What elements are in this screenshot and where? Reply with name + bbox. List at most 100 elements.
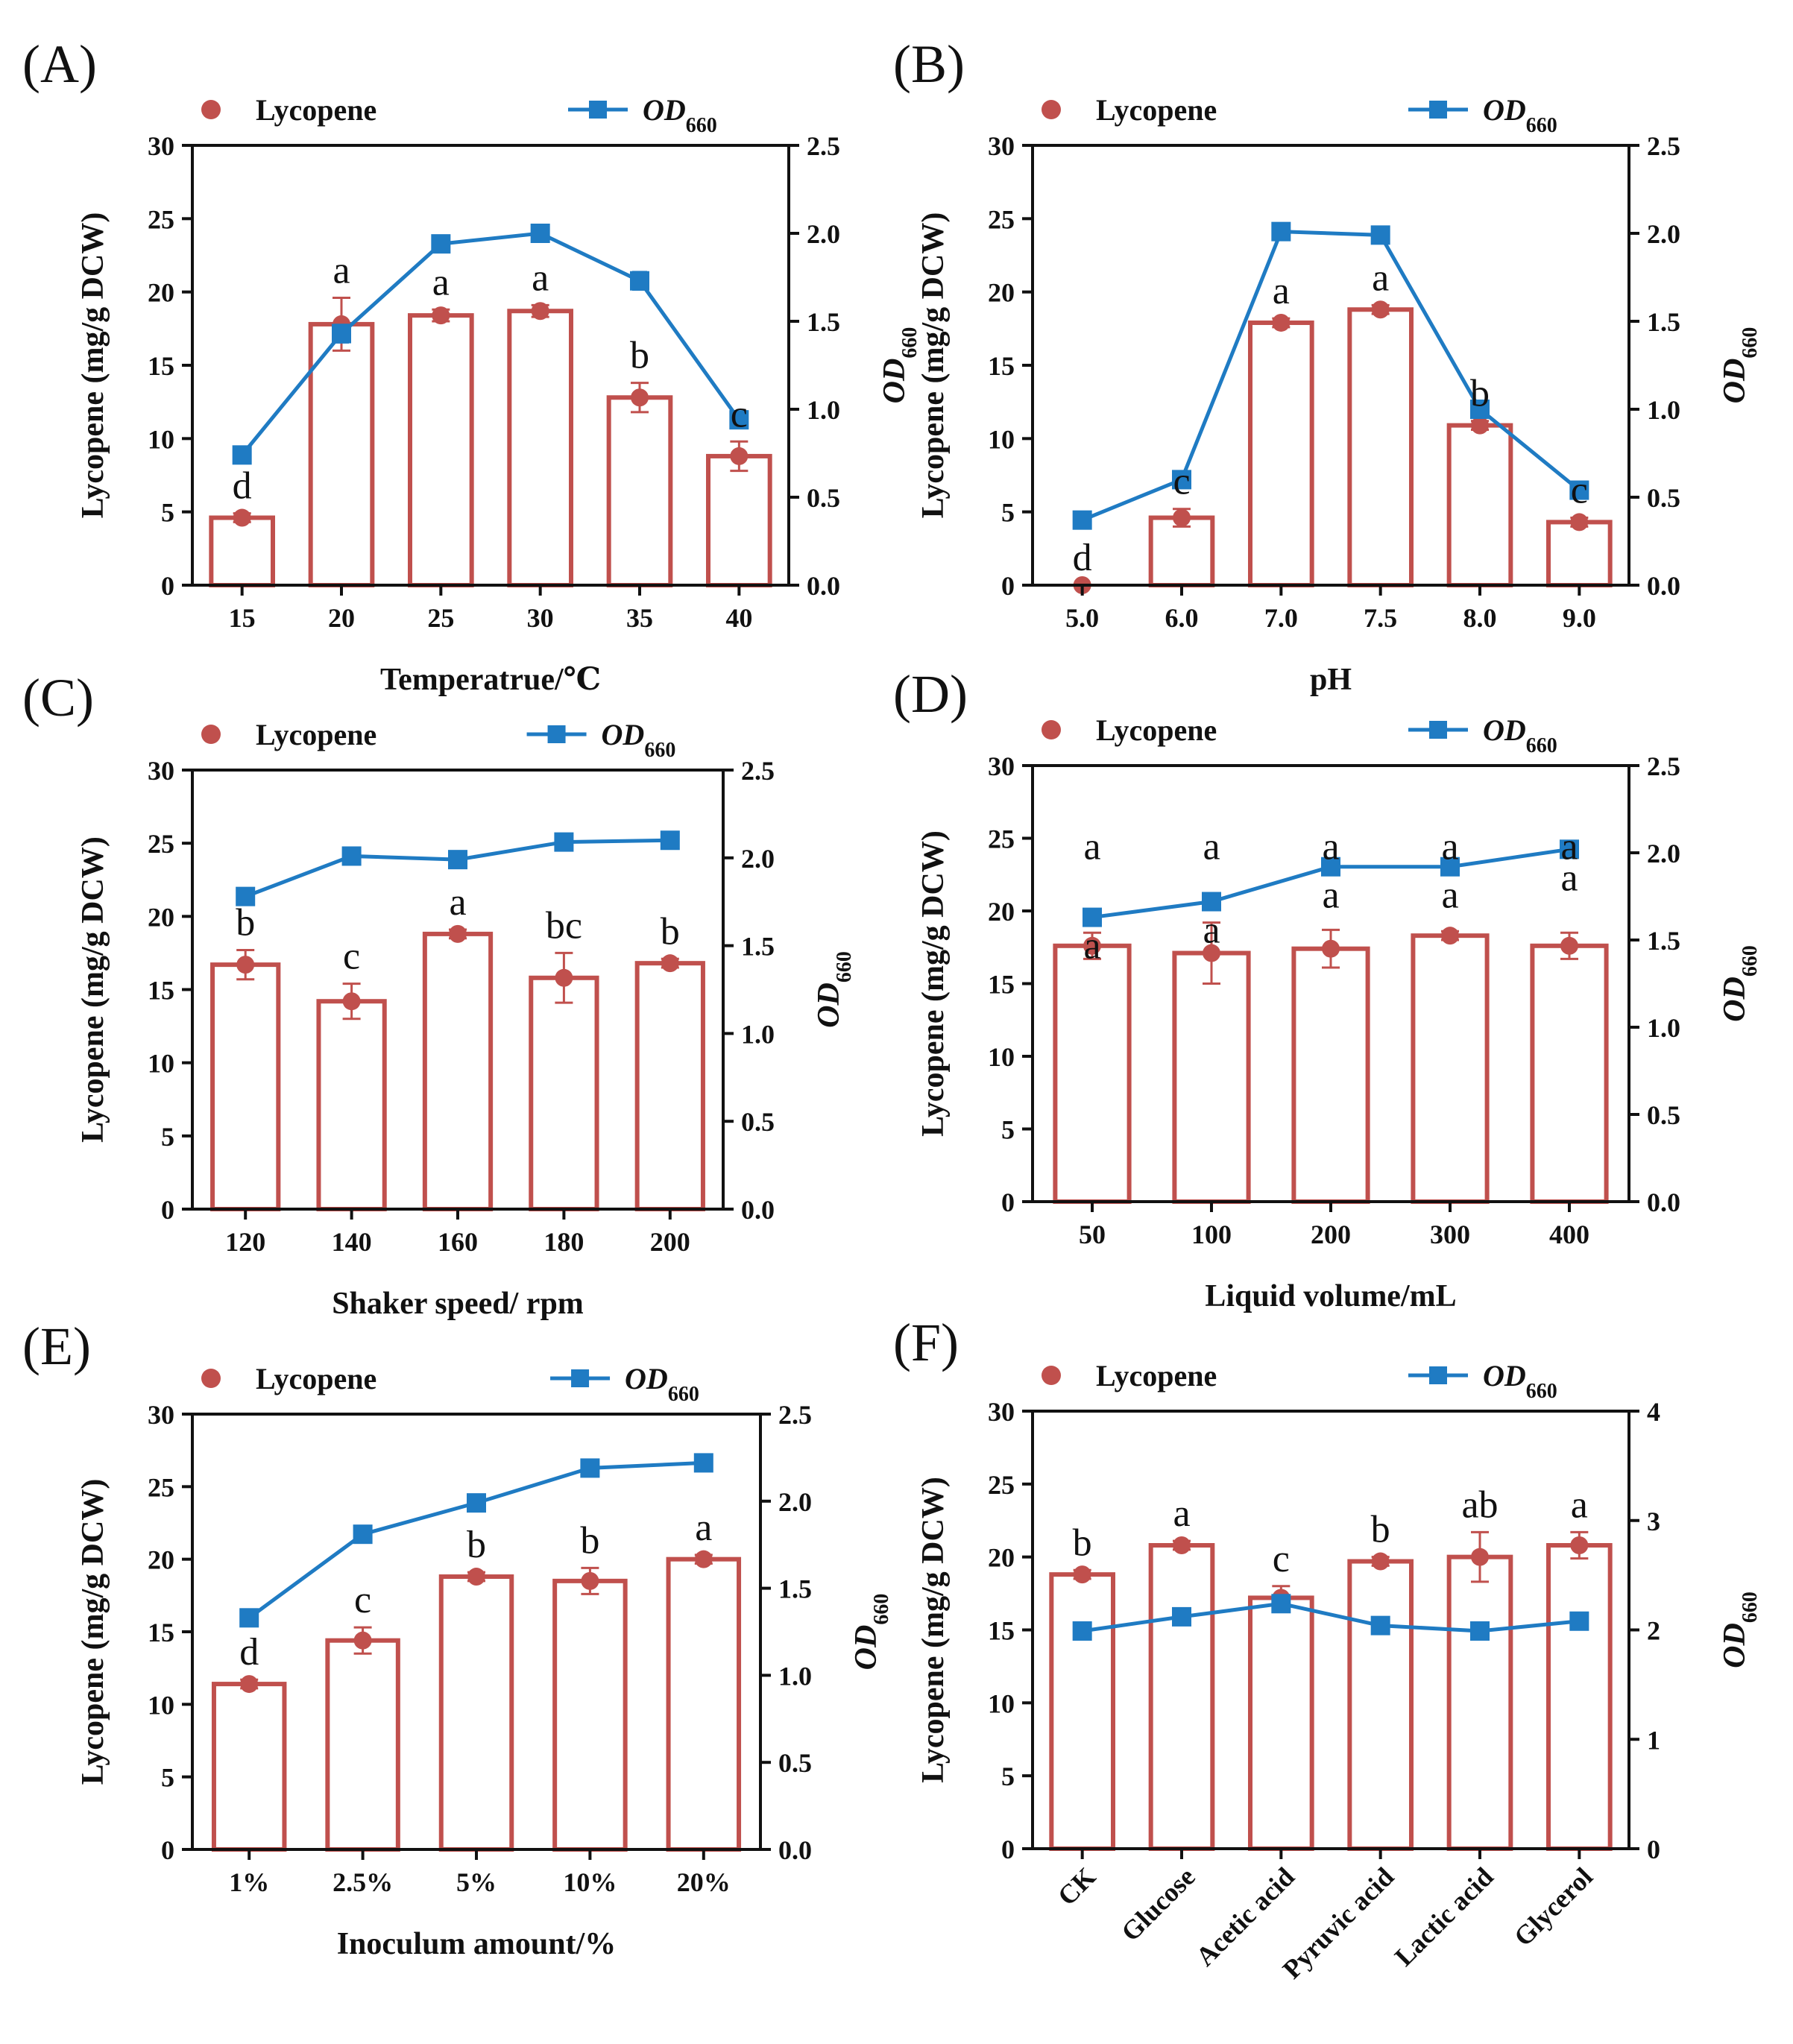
- right-tick-label: 1: [1647, 1725, 1660, 1755]
- legend-od-marker: [547, 725, 566, 743]
- legend-lycopene-marker: [201, 725, 221, 744]
- x-tick-label: 5.0: [1065, 603, 1099, 633]
- x-axis-title: Inoculum amount/%: [337, 1927, 617, 1961]
- lycopene-point: [1173, 1536, 1191, 1555]
- x-tick-label: 9.0: [1563, 603, 1596, 633]
- left-tick-label: 30: [988, 751, 1015, 781]
- lycopene-point: [555, 968, 573, 987]
- lycopene-point: [1173, 508, 1191, 527]
- significance-letter: c: [731, 393, 748, 435]
- od-point: [1271, 221, 1291, 242]
- x-axis-title: Liquid volume/mL: [1205, 1279, 1456, 1313]
- od-line: [1081, 230, 1581, 522]
- bar: [1172, 950, 1251, 1205]
- left-tick-label: 5: [161, 1763, 174, 1793]
- significance-letter: a: [532, 256, 549, 299]
- x-tick-label: 7.5: [1364, 603, 1397, 633]
- legend-lycopene-marker: [201, 100, 221, 119]
- left-tick-label: 5: [1001, 1761, 1015, 1791]
- od-point: [580, 1458, 600, 1478]
- legend-od-subscript: 660: [1526, 1380, 1557, 1403]
- od-point: [353, 1524, 373, 1545]
- right-tick-label: 1.5: [741, 932, 775, 962]
- x-tick-label: 7.0: [1264, 603, 1298, 633]
- right-tick-label: 1.0: [778, 1661, 812, 1691]
- legend-od-label: OD660: [602, 718, 676, 762]
- right-tick-label: 2.0: [741, 844, 775, 874]
- right-tick-label: 1.0: [1647, 1013, 1680, 1043]
- left-axis-title: Lycopene (mg/g DCW): [916, 830, 951, 1137]
- right-tick-label: 0.5: [1647, 1100, 1680, 1130]
- legend-od-subscript: 660: [1526, 734, 1557, 757]
- left-tick-label: 10: [988, 1688, 1015, 1718]
- od-point: [448, 850, 467, 870]
- panel-a: (A) Lycopene OD660 d a a a b c 0 5 10 15 20 25 30 0.0 0.5…: [22, 34, 921, 697]
- significance-letter: d: [1073, 537, 1092, 579]
- od-point: [1202, 892, 1221, 912]
- lycopene-point: [353, 1631, 372, 1650]
- left-tick-label: 5: [1001, 1115, 1015, 1145]
- plot-frame: [1031, 144, 1630, 587]
- significance-letter: a: [333, 250, 350, 292]
- bar: [507, 309, 573, 587]
- left-tick-label: 10: [148, 1049, 174, 1079]
- significance-letter: c: [343, 936, 360, 978]
- x-tick-label: 20%: [677, 1867, 731, 1897]
- bar: [325, 1638, 400, 1852]
- left-tick-label: 20: [148, 1545, 174, 1575]
- left-tick-label: 15: [988, 970, 1015, 1000]
- x-axis-title: Temperatrue/℃: [380, 663, 601, 697]
- right-axis-title: OD660: [812, 951, 856, 1028]
- x-tick-label: 200: [1311, 1220, 1351, 1249]
- od-point: [232, 445, 252, 465]
- significance-letter: a: [1322, 874, 1339, 917]
- od-point: [1370, 1615, 1390, 1635]
- x-tick-label: 160: [438, 1227, 478, 1257]
- panel-label: (D): [893, 664, 968, 724]
- od-point: [1560, 839, 1579, 859]
- left-tick-label: 25: [988, 824, 1015, 854]
- left-tick-label: 5: [1001, 498, 1015, 528]
- od-point: [1370, 225, 1390, 245]
- left-tick-label: 10: [148, 1690, 174, 1720]
- legend-od-label: OD660: [643, 93, 717, 137]
- bar: [552, 1578, 628, 1852]
- right-tick-label: 1.5: [778, 1574, 812, 1604]
- right-tick-label: 0.0: [1647, 1187, 1680, 1217]
- x-tick-label: 30: [527, 603, 554, 633]
- od-point: [1083, 907, 1102, 927]
- right-axis-title: OD660: [1718, 327, 1762, 404]
- legend-od-marker: [589, 101, 607, 119]
- significance-letter: a: [1372, 256, 1389, 299]
- left-tick-label: 15: [148, 1618, 174, 1647]
- left-tick-label: 5: [161, 498, 174, 528]
- right-tick-label: 0.0: [807, 571, 840, 601]
- significance-letter: ab: [1461, 1483, 1498, 1526]
- x-tick-label: 25: [427, 603, 454, 633]
- legend-lycopene-marker: [1042, 100, 1061, 119]
- bar: [1148, 1543, 1215, 1852]
- plot-frame: [1031, 1410, 1630, 1850]
- od-point: [1271, 1594, 1291, 1614]
- legend-od-marker: [571, 1369, 590, 1387]
- lycopene-point: [1471, 416, 1489, 435]
- legend-od-marker: [1429, 101, 1447, 119]
- right-tick-label: 2.5: [778, 1400, 812, 1430]
- left-tick-label: 15: [988, 1616, 1015, 1646]
- od-point: [467, 1493, 486, 1513]
- significance-letter: b: [236, 901, 255, 944]
- significance-letter: a: [1083, 826, 1100, 868]
- left-tick-label: 25: [988, 1470, 1015, 1500]
- significance-letter: a: [1441, 826, 1458, 868]
- right-tick-label: 0: [1647, 1835, 1660, 1864]
- right-axis-subscript: 660: [870, 1594, 893, 1625]
- bar: [1347, 307, 1414, 587]
- lycopene-point: [1322, 939, 1340, 958]
- right-tick-label: 1.5: [807, 307, 840, 337]
- significance-letter: c: [1173, 461, 1190, 503]
- right-axis-title: OD660: [877, 327, 921, 404]
- od-point: [1569, 1611, 1589, 1631]
- left-tick-label: 30: [988, 1397, 1015, 1427]
- left-tick-label: 15: [988, 351, 1015, 381]
- significance-letter: b: [580, 1519, 599, 1562]
